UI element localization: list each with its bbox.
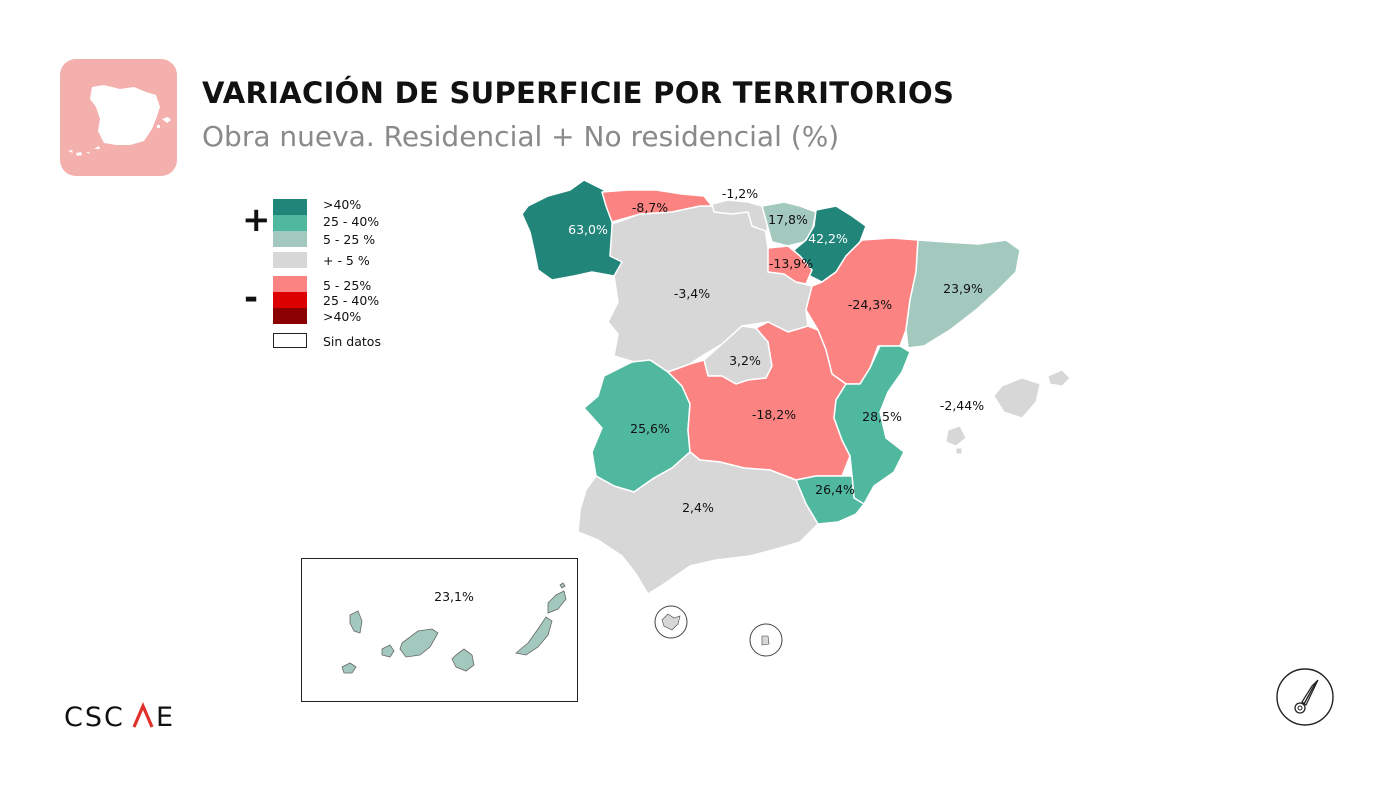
legend-swatch-no-data xyxy=(273,333,307,348)
region-canarias[interactable] xyxy=(341,582,567,674)
label-cantabria: -1,2% xyxy=(722,186,758,201)
cscae-logo: CSC E xyxy=(64,700,184,737)
region-galicia[interactable] xyxy=(521,179,623,281)
spain-map-icon xyxy=(60,59,177,176)
label-galicia: 63,0% xyxy=(568,222,608,237)
region-andalucia[interactable] xyxy=(577,451,819,595)
label-la-rioja: -13,9% xyxy=(769,256,813,271)
legend-label: 5 - 25% xyxy=(323,278,372,293)
svg-text:E: E xyxy=(156,702,175,730)
label-madrid: 3,2% xyxy=(729,353,761,368)
legend-label: Sin datos xyxy=(323,334,381,349)
label-extremadura: 25,6% xyxy=(630,421,670,436)
region-asturias[interactable] xyxy=(601,189,713,223)
label-canarias: 23,1% xyxy=(434,589,474,604)
label-pais-vasco: 17,8% xyxy=(768,212,808,227)
legend-swatch-neutral xyxy=(273,252,307,268)
legend-minus-sign: - xyxy=(244,278,259,318)
legend-label: + - 5 % xyxy=(323,253,370,268)
legend-plus-sign: + xyxy=(242,200,271,240)
region-baleares[interactable] xyxy=(945,369,1071,455)
label-murcia: 26,4% xyxy=(815,482,855,497)
legend-label: >40% xyxy=(323,197,362,212)
label-valencia: 28,5% xyxy=(862,409,902,424)
page-subtitle: Obra nueva. Residencial + No residencial… xyxy=(202,120,840,153)
label-aragon: -24,3% xyxy=(848,297,892,312)
label-castilla-leon: -3,4% xyxy=(674,286,710,301)
region-ceuta[interactable] xyxy=(654,605,688,639)
legend: + - >40% 25 - 40% 5 - 25 % + - 5 % 5 - 2… xyxy=(240,195,440,355)
region-cataluna[interactable] xyxy=(905,239,1021,349)
label-castilla-la-mancha: -18,2% xyxy=(752,407,796,422)
region-la-rioja[interactable] xyxy=(767,245,813,285)
label-navarra: 42,2% xyxy=(808,231,848,246)
legend-label: 5 - 25 % xyxy=(323,232,376,247)
label-baleares: -2,44% xyxy=(940,398,984,413)
canarias-inset: 23,1% xyxy=(301,558,578,702)
page-title: VARIACIÓN DE SUPERFICIE POR TERRITORIOS xyxy=(202,76,955,110)
label-asturias: -8,7% xyxy=(632,200,668,215)
legend-label: 25 - 40% xyxy=(323,214,380,229)
label-andalucia: 2,4% xyxy=(682,500,714,515)
region-cantabria[interactable] xyxy=(711,199,769,233)
legend-swatch-plus-25-40 xyxy=(273,215,307,231)
compass-icon xyxy=(1276,668,1334,726)
legend-label: >40% xyxy=(323,309,362,324)
legend-swatch-plus-5-25 xyxy=(273,231,307,247)
legend-swatch-plus-40 xyxy=(273,199,307,215)
legend-label: 25 - 40% xyxy=(323,293,380,308)
region-melilla[interactable] xyxy=(749,623,783,657)
svg-text:CSC: CSC xyxy=(64,702,125,730)
label-cataluna: 23,9% xyxy=(943,281,983,296)
legend-swatch-minus-5-25 xyxy=(273,276,307,292)
legend-swatch-minus-40 xyxy=(273,308,307,324)
legend-swatch-minus-25-40 xyxy=(273,292,307,308)
